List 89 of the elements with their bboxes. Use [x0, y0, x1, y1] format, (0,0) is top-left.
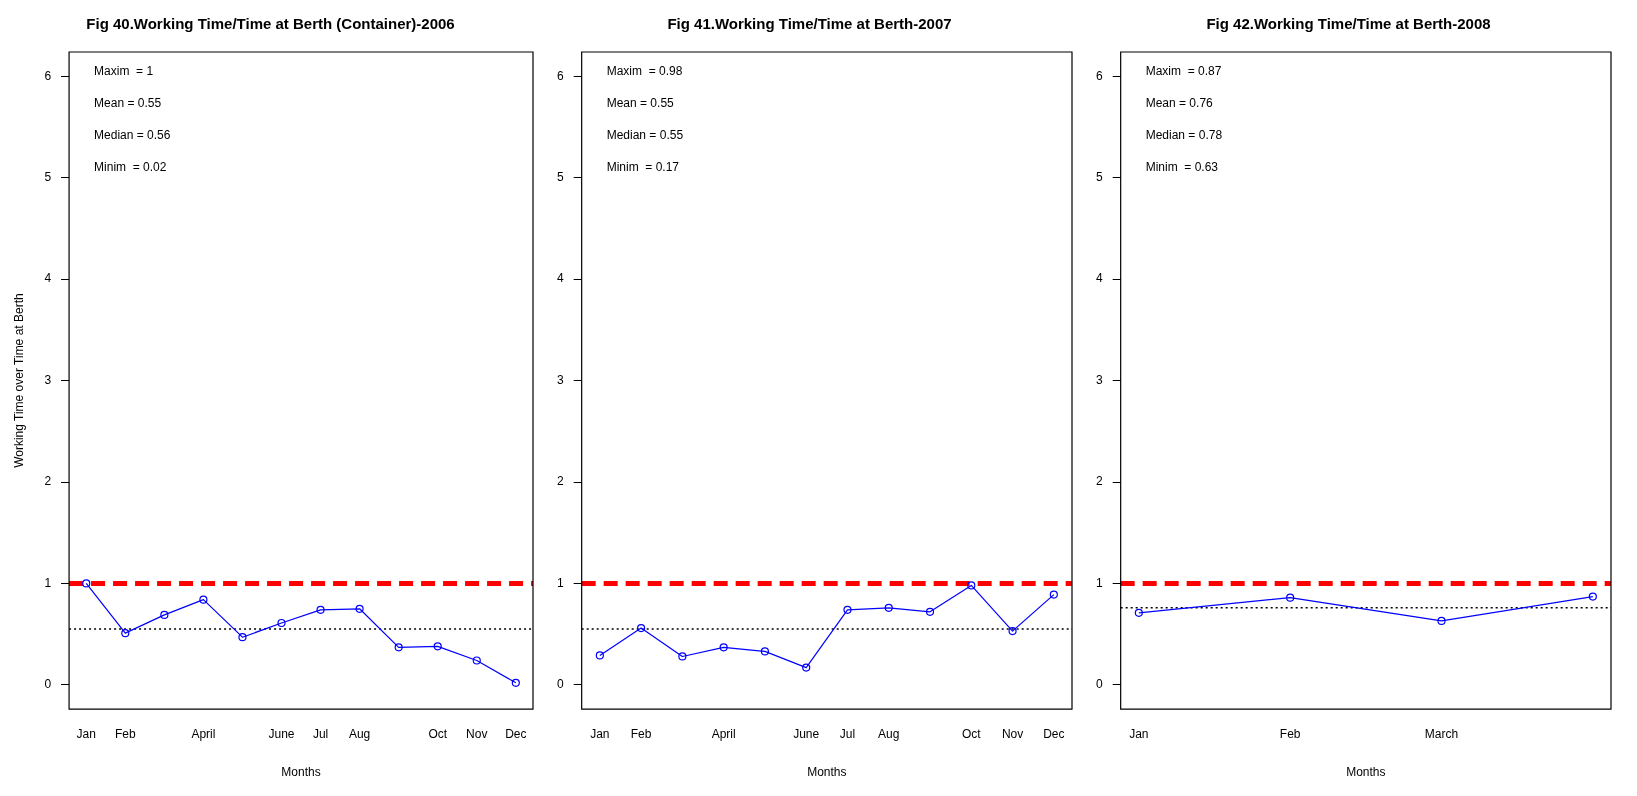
point — [433, 642, 442, 651]
y-tick-label: 3 — [1095, 372, 1103, 387]
point — [925, 607, 935, 616]
y-tick-label: 3 — [556, 372, 564, 387]
x-tick-label: Oct — [428, 726, 448, 741]
point — [1437, 616, 1446, 626]
point — [678, 652, 687, 661]
annotation: Median = 0.55 — [606, 128, 684, 143]
y-tick-label: 0 — [556, 677, 564, 692]
x-tick-label: Jul — [839, 726, 856, 741]
x-tick-label: March — [1424, 726, 1459, 741]
x-tick-label: Feb — [114, 726, 136, 741]
x-tick-label: Jul — [312, 726, 329, 741]
x-axis-title: Months — [1346, 765, 1386, 780]
annotation: Mean = 0.55 — [606, 96, 675, 111]
annotation: Maxim = 0.87 — [1145, 64, 1222, 79]
annotation: Maxim = 0.98 — [606, 64, 683, 79]
annotation: Median = 0.78 — [1145, 128, 1223, 143]
point — [1134, 608, 1143, 617]
y-tick-label: 5 — [556, 170, 564, 185]
point — [316, 605, 325, 614]
point — [472, 656, 481, 665]
point — [511, 678, 520, 687]
x-axis-title: Months — [807, 765, 847, 780]
annotation: Minim = 0.63 — [1145, 160, 1219, 175]
annotation: Median = 0.56 — [94, 128, 171, 143]
y-tick-label: 2 — [44, 474, 52, 489]
x-tick-label: April — [711, 726, 736, 741]
chart-title: Fig 41.Working Time/Time at Berth-2007 — [667, 15, 952, 33]
x-tick-label: Nov — [1001, 726, 1024, 741]
y-tick-label: 2 — [1095, 474, 1103, 489]
point — [967, 581, 976, 590]
y-tick-label: 4 — [44, 271, 52, 286]
chart-title: Fig 40.Working Time/Time at Berth (Container)-2006 — [86, 15, 455, 33]
x-tick-label: April — [191, 726, 216, 741]
point — [1286, 593, 1295, 602]
y-tick-label: 3 — [44, 372, 52, 387]
x-tick-label: Feb — [630, 726, 652, 741]
annotation: Mean = 0.76 — [1145, 96, 1214, 111]
x-tick-label: Aug — [878, 726, 900, 741]
point — [82, 579, 91, 588]
x-tick-label: June — [268, 726, 295, 741]
x-tick-label: Jan — [76, 726, 96, 741]
y-tick-label: 0 — [1095, 677, 1103, 692]
x-tick-label: Dec — [1043, 726, 1065, 741]
y-tick-label: 1 — [556, 575, 564, 590]
point — [160, 610, 169, 619]
point — [802, 663, 811, 672]
y-tick-label: 5 — [1095, 170, 1103, 185]
x-tick-label: Jan — [1129, 726, 1149, 741]
x-tick-label: June — [793, 726, 820, 741]
x-tick-label: Oct — [961, 726, 982, 741]
y-tick-label: 4 — [556, 271, 564, 286]
x-axis-title: Months — [281, 765, 321, 780]
y-tick-label: 6 — [1095, 68, 1103, 83]
y-axis-title: Working Time over Time at Berth — [11, 293, 26, 468]
annotation: Minim = 0.02 — [94, 160, 167, 175]
point — [199, 595, 208, 604]
x-tick-label: Feb — [1279, 726, 1301, 741]
y-tick-label: 6 — [556, 68, 564, 83]
y-tick-label: 0 — [44, 677, 52, 692]
x-tick-label: Aug — [348, 726, 371, 741]
point — [884, 603, 893, 612]
y-tick-label: 6 — [44, 68, 52, 83]
y-tick-label: 5 — [44, 170, 52, 185]
point — [637, 623, 646, 633]
point — [1588, 592, 1597, 601]
annotation: Mean = 0.55 — [94, 96, 162, 111]
point — [355, 604, 364, 613]
y-tick-label: 4 — [1095, 271, 1103, 286]
point — [843, 605, 852, 614]
annotation: Maxim = 1 — [94, 64, 154, 79]
point — [394, 643, 403, 652]
x-tick-label: Dec — [505, 726, 527, 741]
point — [1049, 590, 1058, 599]
point — [760, 647, 770, 656]
x-tick-label: Jan — [590, 726, 610, 741]
y-tick-label: 1 — [44, 575, 52, 590]
y-tick-label: 2 — [556, 474, 564, 489]
y-tick-label: 1 — [1095, 575, 1103, 590]
point — [121, 629, 130, 638]
x-tick-label: Nov — [466, 726, 488, 741]
point — [277, 618, 286, 628]
point — [238, 633, 247, 642]
point — [1008, 627, 1017, 636]
chart-title: Fig 42.Working Time/Time at Berth-2008 — [1206, 15, 1491, 33]
annotation: Minim = 0.17 — [606, 160, 680, 175]
point — [719, 643, 728, 652]
point — [595, 651, 604, 660]
